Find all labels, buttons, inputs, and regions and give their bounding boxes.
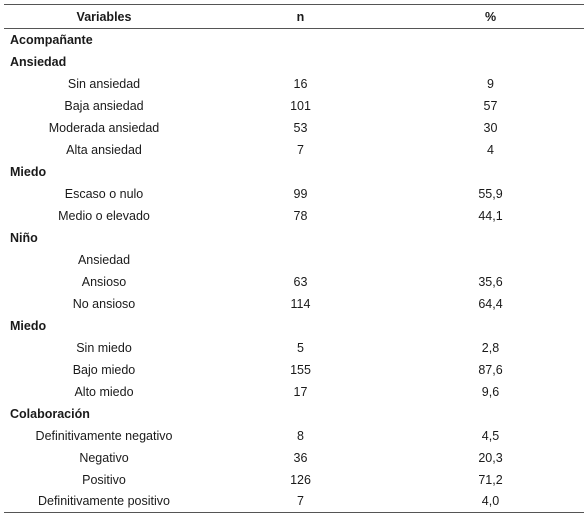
row-percent-value: 30 — [483, 120, 498, 135]
section-row: Miedo — [4, 161, 584, 183]
row-percent-value: 44,1 — [478, 208, 503, 223]
row-label: Baja ansiedad — [64, 98, 144, 113]
row-label: Bajo miedo — [72, 362, 136, 377]
row-label: Medio o elevado — [58, 208, 150, 223]
row-n-value: 155 — [290, 362, 311, 377]
table-row: Alta ansiedad 7 4 — [4, 139, 584, 161]
row-percent-value: 9 — [487, 76, 494, 91]
row-percent-value: 64,4 — [478, 296, 503, 311]
table-row: Sin miedo 5 2,8 — [4, 337, 584, 359]
table-row: Negativo 36 20,3 — [4, 447, 584, 469]
table-row: Moderada ansiedad 53 30 — [4, 117, 584, 139]
section-row: Acompañante — [4, 29, 584, 51]
row-n-value: 7 — [204, 490, 397, 513]
row-percent-value: 9,6 — [481, 384, 500, 399]
header-percent: % — [397, 4, 584, 29]
row-percent-value: 4 — [487, 142, 494, 157]
row-n-value: 7 — [297, 142, 304, 157]
table-row: Baja ansiedad 101 57 — [4, 95, 584, 117]
row-label: Alta ansiedad — [66, 142, 142, 157]
row-n-value: 126 — [290, 472, 311, 487]
row-n-value: 36 — [293, 450, 308, 465]
table-row: Positivo 126 71,2 — [4, 469, 584, 491]
section-row: Ansiedad — [4, 51, 584, 73]
row-label: Ansioso — [81, 274, 127, 289]
section-row: Colaboración — [4, 403, 584, 425]
table-row: Definitivamente negativo 8 4,5 — [4, 425, 584, 447]
row-n-value: 78 — [293, 208, 308, 223]
row-n-value: 99 — [293, 186, 308, 201]
section-label: Colaboración — [10, 406, 90, 421]
section-label: Ansiedad — [10, 54, 67, 69]
table-row: Definitivamente positivo 7 4,0 — [4, 490, 584, 513]
row-percent-value: 87,6 — [478, 362, 503, 377]
header-n: n — [204, 4, 397, 29]
row-n-value: 5 — [297, 340, 304, 355]
row-percent-value: 55,9 — [478, 186, 503, 201]
section-label: Miedo — [10, 164, 47, 179]
row-percent-value — [397, 249, 584, 271]
header-row: Variables n % — [4, 4, 584, 29]
row-n-value: 101 — [290, 98, 311, 113]
row-percent-value: 71,2 — [478, 472, 503, 487]
section-row: Niño — [4, 227, 584, 249]
row-percent-value: 35,6 — [478, 274, 503, 289]
section-label: Niño — [10, 230, 38, 245]
table-row: Ansiedad — [4, 249, 584, 271]
row-n-value: 16 — [293, 76, 308, 91]
table-row: Ansioso 63 35,6 — [4, 271, 584, 293]
row-label: Negativo — [79, 450, 129, 465]
table-row: No ansioso 114 64,4 — [4, 293, 584, 315]
section-label: Miedo — [10, 318, 47, 333]
row-n-value — [204, 249, 397, 271]
row-label: Sin miedo — [76, 340, 132, 355]
table-header: Variables n % — [4, 4, 584, 29]
row-n-value: 8 — [297, 428, 304, 443]
row-n-value: 114 — [290, 296, 311, 311]
table-row: Alto miedo 17 9,6 — [4, 381, 584, 403]
table-row: Escaso o nulo 99 55,9 — [4, 183, 584, 205]
row-n-value: 63 — [293, 274, 308, 289]
row-label: Definitivamente negativo — [35, 428, 173, 443]
row-percent-value: 2,8 — [481, 340, 500, 355]
row-label: Positivo — [82, 472, 126, 487]
row-label: Sin ansiedad — [67, 76, 141, 91]
row-percent-value: 57 — [483, 98, 498, 113]
row-label: Moderada ansiedad — [48, 120, 160, 135]
table-row: Medio o elevado 78 44,1 — [4, 205, 584, 227]
row-percent-value: 4,0 — [397, 490, 584, 513]
row-label: Escaso o nulo — [64, 186, 144, 201]
row-n-value: 53 — [293, 120, 308, 135]
section-label: Acompañante — [10, 32, 93, 47]
row-n-value: 17 — [293, 384, 308, 399]
table-body: Acompañante Ansiedad Sin ansiedad 16 9 Baja a… — [4, 29, 584, 513]
row-percent-value: 20,3 — [478, 450, 503, 465]
row-label: No ansioso — [72, 296, 136, 311]
row-label: Ansiedad — [77, 252, 131, 267]
table-row: Bajo miedo 155 87,6 — [4, 359, 584, 381]
row-label: Definitivamente positivo — [4, 490, 204, 513]
table-row: Sin ansiedad 16 9 — [4, 73, 584, 95]
row-label: Alto miedo — [74, 384, 134, 399]
results-table: Variables n % Acompañante Ansiedad Sin ans… — [4, 4, 584, 513]
header-variables: Variables — [4, 4, 204, 29]
row-percent-value: 4,5 — [481, 428, 500, 443]
section-row: Miedo — [4, 315, 584, 337]
